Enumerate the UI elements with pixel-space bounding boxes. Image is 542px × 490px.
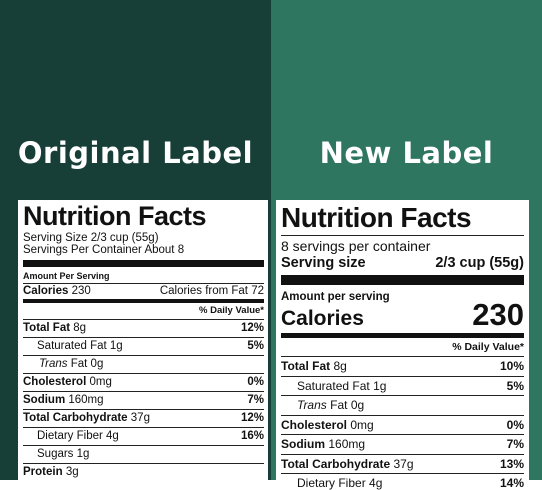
new-servings-per-container: 8 servings per container <box>281 238 431 254</box>
original-calories-label: Calories <box>23 285 69 297</box>
original-serving-size: Serving Size 2/3 cup (55g) <box>23 232 159 244</box>
new-serving-size-label: Serving size <box>281 255 366 271</box>
new-row-trans-fat: Trans Fat 0g <box>281 395 524 415</box>
original-heading: Original Label <box>17 136 254 170</box>
new-medium-divider <box>281 333 524 338</box>
original-row-saturated-fat: Saturated Fat 1g 5% <box>23 337 264 355</box>
original-nutrition-label: Nutrition Facts Serving Size 2/3 cup (55… <box>18 200 268 490</box>
new-heading: New Label <box>319 136 494 170</box>
new-row-saturated-fat: Saturated Fat 1g 5% <box>281 375 524 396</box>
original-panel: Original Label Nutrition Facts Serving S… <box>0 0 271 490</box>
original-amount-per-serving: Amount Per Serving <box>23 271 110 281</box>
original-row-trans-fat: Trans Fat 0g <box>23 355 264 373</box>
original-calories-value: 230 <box>71 285 91 297</box>
original-daily-value-header: % Daily Value* <box>199 305 264 316</box>
original-servings-per-container: Servings Per Container About 8 <box>23 244 185 256</box>
original-row-total-carbohydrate: Total Carbohydrate 37g 12% <box>23 409 264 427</box>
new-calories-row: Calories 230 <box>281 299 524 330</box>
new-panel: New Label Nutrition Facts 8 servings per… <box>271 0 542 490</box>
new-row-dietary-fiber: Dietary Fiber 4g 14% <box>281 473 524 490</box>
new-calories-value: 230 <box>472 297 524 332</box>
original-row-cholesterol: Cholesterol 0mg 0% <box>23 373 264 391</box>
new-daily-value-header: % Daily Value* <box>452 341 524 353</box>
new-calories-label: Calories <box>281 307 364 330</box>
new-row-cholesterol: Cholesterol 0mg 0% <box>281 414 524 435</box>
original-row-total-fat: Total Fat 8g 12% <box>23 319 264 337</box>
new-serving-size-value: 2/3 cup (55g) <box>435 255 524 271</box>
new-serving-size-row: Serving size 2/3 cup (55g) <box>281 254 524 272</box>
new-nutrition-label: Nutrition Facts 8 servings per container… <box>276 200 529 490</box>
new-row-total-fat: Total Fat 8g 10% <box>281 356 524 376</box>
new-title-rule <box>281 235 524 236</box>
original-row-protein: Protein 3g <box>23 463 264 481</box>
original-row-sugars: Sugars 1g <box>23 445 264 463</box>
new-thick-divider <box>281 275 524 285</box>
new-amount-per-serving: Amount per serving <box>281 291 390 303</box>
new-row-sodium: Sodium 160mg 7% <box>281 434 524 454</box>
new-title: Nutrition Facts <box>281 202 472 233</box>
original-calories-from-fat: Calories from Fat 72 <box>159 285 264 297</box>
original-thick-divider <box>23 260 264 267</box>
original-medium-divider <box>23 299 264 303</box>
original-title: Nutrition Facts <box>23 201 207 231</box>
new-row-total-carbohydrate: Total Carbohydrate 37g 13% <box>281 453 524 474</box>
original-calories-row: Calories 230 Calories from Fat 72 <box>23 283 264 299</box>
original-row-dietary-fiber: Dietary Fiber 4g 16% <box>23 427 264 445</box>
original-row-sodium: Sodium 160mg 7% <box>23 391 264 409</box>
